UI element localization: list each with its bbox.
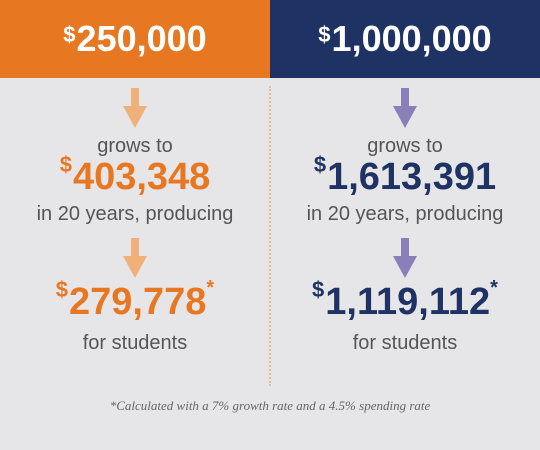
header-left: $250,000 [0,0,270,78]
note-mark: * [206,277,215,299]
result-amount: $279,778* [0,277,270,324]
amount: 1,613,391 [327,156,497,198]
header-right: $1,000,000 [270,0,540,78]
growth-text: grows to [367,135,443,157]
note-mark: * [490,277,498,299]
amount: 403,348 [72,156,211,198]
footnote: *Calculated with a 7% growth rate and a … [109,398,431,413]
arrow [393,88,417,128]
arrow [123,238,147,278]
currency: $ [318,22,331,47]
amount: 1,000,000 [331,18,492,59]
grown-amount: $403,348 [0,152,270,199]
amount: 250,000 [76,18,207,59]
arrow [123,88,147,128]
period-text: in 20 years, producing [306,203,504,225]
column-right: grows to $1,613,391 in 20 years, produci… [270,78,540,398]
currency: $ [313,152,327,177]
result-amount: $1,119,112* [270,277,540,324]
divider [269,86,271,386]
result-text: for students [82,332,188,354]
growth-text: grows to [97,135,173,157]
amount: 1,119,112 [325,281,491,323]
currency: $ [59,152,72,177]
grown-amount: $1,613,391 [270,152,540,199]
result-text: for students [352,332,458,354]
currency: $ [312,277,325,302]
arrow [393,238,417,278]
currency: $ [63,22,76,47]
amount: 279,778 [69,281,207,323]
period-text: in 20 years, producing [36,203,234,225]
column-left: grows to $403,348 in 20 years, producing… [0,78,270,398]
currency: $ [55,277,69,302]
